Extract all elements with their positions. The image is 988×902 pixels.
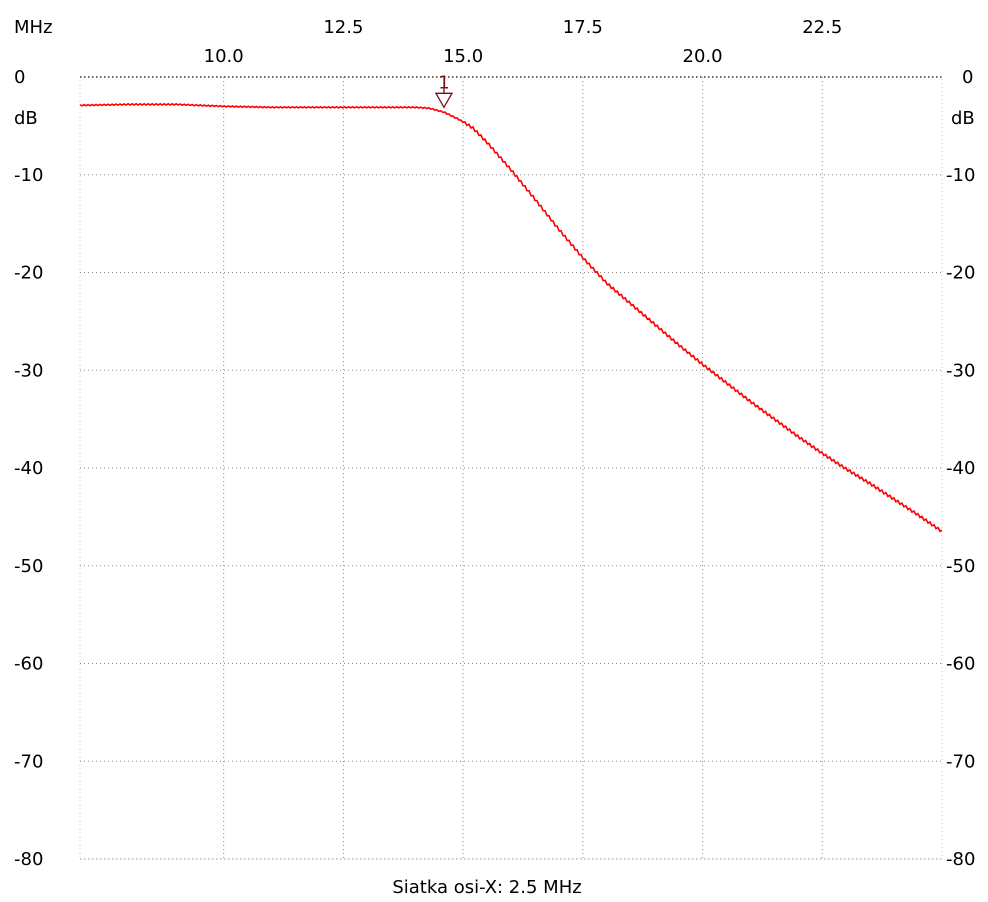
trace-layer	[79, 102, 943, 533]
y-ticks-left: 0 -10 -20 -30 -40 -50 -60 -70 -80	[14, 67, 43, 870]
y-ticks-right: 0 -10 -20 -30 -40 -50 -60 -70 -80	[946, 67, 975, 870]
x-tick-label-lower: 10.0	[204, 46, 244, 67]
marker-triangle	[434, 92, 454, 109]
response-trace	[79, 102, 943, 533]
y-tick-label-right: 0	[962, 67, 973, 88]
grid	[80, 76, 942, 860]
y-tick-label-left: -30	[14, 360, 43, 381]
y-unit-label-left: dB	[14, 108, 38, 129]
y-tick-label-left: -10	[14, 165, 43, 186]
y-tick-label-right: -60	[946, 654, 975, 675]
y-tick-label-left: -40	[14, 458, 43, 479]
x-tick-label-upper: 17.5	[563, 17, 603, 38]
marker-label: 1	[438, 72, 449, 93]
marker-layer: 1	[434, 72, 454, 109]
y-tick-label-left: -70	[14, 751, 43, 772]
y-tick-label-left: -80	[14, 849, 43, 870]
y-tick-label-right: -20	[946, 263, 975, 284]
x-ticks-upper: 12.5 17.5 22.5	[323, 17, 842, 38]
y-tick-label-right: -70	[946, 751, 975, 772]
y-tick-label-right: -40	[946, 458, 975, 479]
y-tick-label-left: -60	[14, 654, 43, 675]
y-tick-label-right: -10	[946, 165, 975, 186]
x-tick-label-lower: 15.0	[443, 46, 483, 67]
y-unit-label-right: dB	[951, 108, 975, 129]
x-tick-label-upper: 12.5	[323, 17, 363, 38]
y-tick-label-right: -50	[946, 556, 975, 577]
y-tick-label-left: -20	[14, 263, 43, 284]
y-tick-label-left: 0	[14, 67, 25, 88]
y-tick-label-right: -30	[946, 360, 975, 381]
x-tick-label-lower: 20.0	[683, 46, 723, 67]
y-tick-label-right: -80	[946, 849, 975, 870]
x-grid-footer: Siatka osi-X: 2.5 MHz	[392, 877, 581, 898]
x-ticks-lower: 10.0 15.0 20.0	[204, 46, 723, 67]
y-tick-label-left: -50	[14, 556, 43, 577]
x-unit-label: MHz	[14, 17, 53, 38]
x-tick-label-upper: 22.5	[802, 17, 842, 38]
